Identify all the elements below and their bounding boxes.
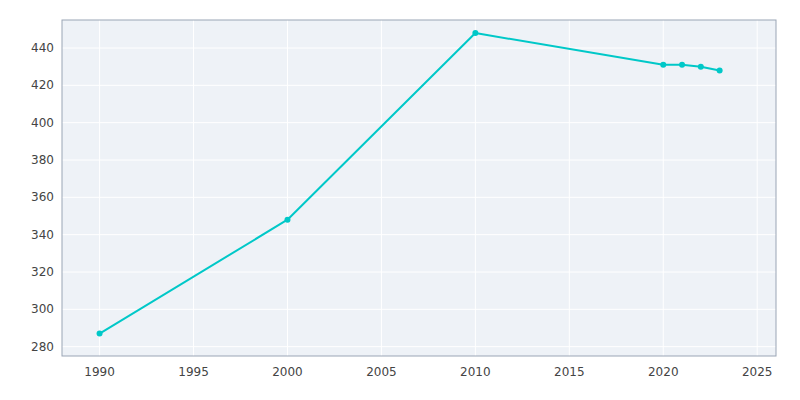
x-tick-label: 1995 bbox=[178, 365, 209, 379]
y-tick-label: 300 bbox=[31, 302, 54, 316]
x-tick-label: 1990 bbox=[84, 365, 115, 379]
chart-container: 1990 1995 2000 2005 2010 2015 2020 2025 280 300 32… bbox=[0, 0, 800, 400]
y-grid-line bbox=[62, 309, 776, 310]
y-grid-line bbox=[62, 48, 776, 49]
chart-svg: 1990 1995 2000 2005 2010 2015 2020 2025 280 300 32… bbox=[0, 0, 800, 400]
x-grid-line bbox=[193, 20, 194, 356]
x-grid-line bbox=[287, 20, 288, 356]
x-grid-line bbox=[99, 20, 100, 356]
x-tick-label: 2025 bbox=[742, 365, 773, 379]
x-tick-label: 2020 bbox=[648, 365, 679, 379]
x-grid-line bbox=[381, 20, 382, 356]
y-grid-line bbox=[62, 234, 776, 235]
y-tick-label: 280 bbox=[31, 340, 54, 354]
y-tick-label: 360 bbox=[31, 190, 54, 204]
point bbox=[97, 331, 103, 337]
y-tick-label: 320 bbox=[31, 265, 54, 279]
x-grid-line bbox=[475, 20, 476, 356]
x-tick-label: 2000 bbox=[272, 365, 303, 379]
y-tick-label: 340 bbox=[31, 228, 54, 242]
y-grid-line bbox=[62, 122, 776, 123]
point bbox=[717, 67, 723, 73]
y-tick-label: 420 bbox=[31, 78, 54, 92]
point bbox=[679, 62, 685, 68]
y-grid-line bbox=[62, 272, 776, 273]
point bbox=[284, 217, 290, 223]
series bbox=[97, 30, 723, 337]
x-grid-line bbox=[757, 20, 758, 356]
x-tick-label: 2010 bbox=[460, 365, 491, 379]
x-tick-label: 2015 bbox=[554, 365, 585, 379]
point bbox=[660, 62, 666, 68]
y-grid-line bbox=[62, 85, 776, 86]
y-tick-label: 440 bbox=[31, 41, 54, 55]
x-grid-line bbox=[663, 20, 664, 356]
y-grid-line bbox=[62, 197, 776, 198]
tick-labels: 1990 1995 2000 2005 2010 2015 2020 2025 280 300 32… bbox=[31, 41, 772, 379]
x-tick-label: 2005 bbox=[366, 365, 397, 379]
x-grid-line bbox=[569, 20, 570, 356]
grid bbox=[62, 20, 776, 356]
y-grid-line bbox=[62, 160, 776, 161]
point bbox=[698, 64, 704, 70]
y-tick-label: 400 bbox=[31, 116, 54, 130]
point bbox=[472, 30, 478, 36]
y-grid-line bbox=[62, 346, 776, 347]
plot-background bbox=[62, 20, 776, 356]
plot-frame bbox=[62, 20, 776, 356]
y-tick-label: 380 bbox=[31, 153, 54, 167]
line bbox=[100, 33, 720, 334]
